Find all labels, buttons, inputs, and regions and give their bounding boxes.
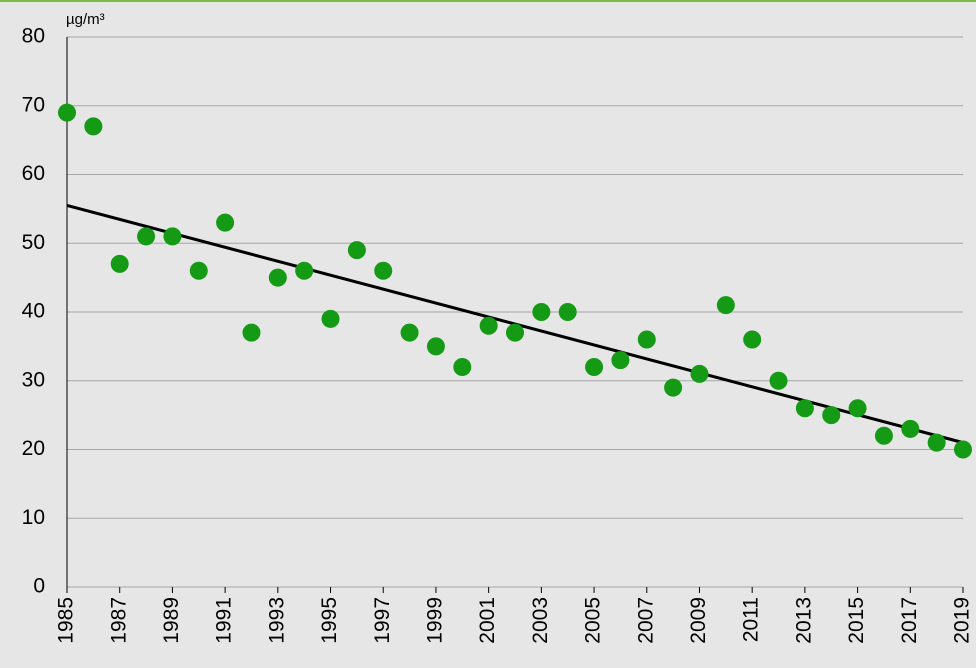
data-point — [295, 261, 314, 280]
y-tick-label: 50 — [22, 231, 45, 254]
data-point — [453, 358, 472, 376]
x-tick-label: 1989 — [160, 597, 183, 644]
y-tick-label: 10 — [22, 506, 45, 529]
y-tick-label: 70 — [22, 93, 45, 116]
data-point — [374, 261, 393, 280]
x-tick-label: 2007 — [634, 597, 657, 644]
x-tick-label: 2011 — [740, 597, 763, 642]
x-tick-label: 1993 — [265, 597, 288, 644]
x-tick-label: 1999 — [423, 597, 446, 644]
data-point — [506, 323, 524, 342]
data-point — [848, 399, 867, 418]
x-tick-label: 2001 — [476, 597, 499, 644]
data-point — [558, 303, 577, 321]
data-point — [321, 309, 340, 328]
data-point — [426, 337, 445, 356]
data-point — [58, 103, 76, 122]
data-point — [664, 378, 683, 397]
data-point — [479, 316, 498, 335]
data-point — [137, 227, 156, 246]
y-tick-label: 20 — [22, 437, 45, 460]
data-point — [874, 426, 893, 445]
y-tick-label: 80 — [22, 25, 45, 48]
x-tick-label: 2013 — [792, 597, 815, 644]
y-tick-label: 40 — [22, 300, 45, 323]
x-tick-label: 2015 — [845, 597, 868, 644]
y-tick-label: 0 — [33, 575, 45, 598]
y-tick-label: 30 — [22, 368, 45, 391]
x-tick-label: 1995 — [318, 597, 341, 644]
data-point — [84, 117, 103, 136]
data-point — [637, 330, 656, 349]
data-point — [611, 351, 630, 370]
x-tick-label: 1987 — [107, 597, 130, 644]
x-tick-label: 1997 — [371, 597, 394, 644]
data-point — [347, 241, 366, 260]
data-point — [268, 268, 287, 287]
unit-label: µg/m³ — [66, 11, 105, 28]
data-point — [242, 323, 261, 342]
data-point — [400, 323, 419, 342]
x-tick-label: 2017 — [898, 597, 921, 644]
data-point — [743, 330, 762, 349]
data-point — [189, 261, 208, 280]
data-point — [585, 358, 604, 376]
x-tick-label: 2009 — [687, 597, 710, 644]
data-point — [716, 296, 735, 315]
x-tick-label: 2019 — [951, 597, 974, 644]
data-point — [532, 303, 551, 321]
data-point — [110, 254, 129, 273]
x-tick-label: 2003 — [529, 597, 552, 644]
data-point — [901, 419, 920, 438]
data-point — [690, 364, 709, 383]
data-point — [216, 213, 235, 232]
data-point — [163, 227, 182, 246]
data-point — [769, 371, 788, 390]
data-point — [795, 399, 814, 418]
y-tick-label: 60 — [22, 162, 45, 185]
x-tick-label: 1985 — [55, 597, 78, 644]
data-point — [927, 433, 946, 452]
data-point — [822, 406, 841, 425]
x-tick-label: 2005 — [582, 597, 605, 644]
top-border — [0, 0, 976, 2]
data-point — [954, 440, 972, 459]
x-tick-label: 1991 — [213, 597, 236, 644]
